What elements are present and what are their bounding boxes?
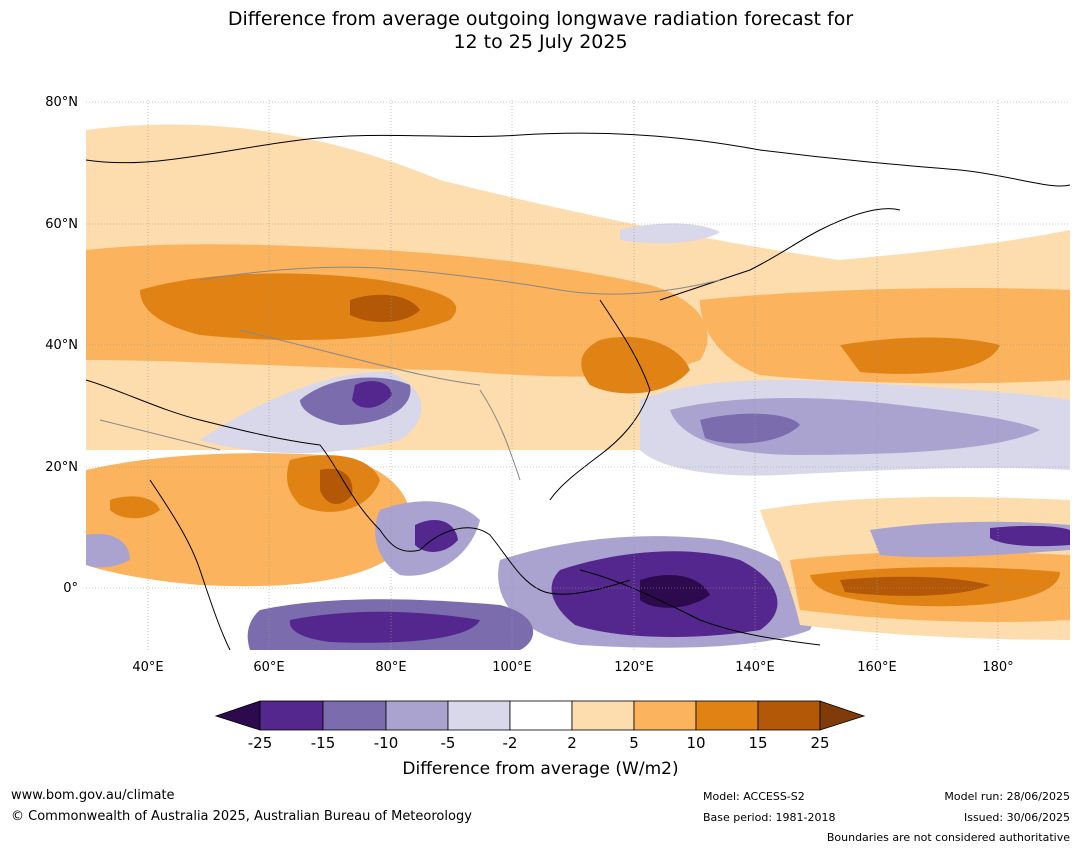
colorbar-tick: -5 xyxy=(440,734,456,752)
colorbar-bin-8 xyxy=(695,700,759,731)
lon-label-180: 180° xyxy=(982,660,1014,675)
lat-label-40n: 40°N xyxy=(45,338,78,353)
colorbar-bin-6 xyxy=(571,700,635,731)
colorbar-tick: 10 xyxy=(686,734,706,752)
lon-label-100e: 100°E xyxy=(492,660,532,675)
colorbar-tick: 2 xyxy=(567,734,577,752)
title-line-2: 12 to 25 July 2025 xyxy=(453,31,628,53)
footer-boundaries: Boundaries are not considered authoritat… xyxy=(826,831,1070,844)
footer-base-period: Base period: 1981-2018 xyxy=(703,811,836,824)
colorbar-tick: 15 xyxy=(748,734,768,752)
map-title: Difference from average outgoing longwav… xyxy=(0,8,1081,54)
country-borders xyxy=(99,266,721,481)
lon-label-60e: 60°E xyxy=(253,660,285,675)
colorbar-bin-4 xyxy=(447,700,511,731)
colorbar-tick: 25 xyxy=(810,734,830,752)
colorbar-bin-5 xyxy=(509,700,573,731)
footer-url: www.bom.gov.au/climate xyxy=(11,788,175,803)
colorbar-bin-7 xyxy=(633,700,697,731)
lat-label-0: 0° xyxy=(63,581,78,596)
footer-copyright: © Commonwealth of Australia 2025, Austra… xyxy=(11,809,472,824)
colorbar-bin-3 xyxy=(385,700,449,731)
lat-label-80n: 80°N xyxy=(45,95,78,110)
colorbar-bin-1 xyxy=(259,700,324,731)
colorbar-bin-2 xyxy=(322,700,387,731)
colorbar-tick: -15 xyxy=(310,734,336,752)
title-line-1: Difference from average outgoing longwav… xyxy=(227,8,854,30)
footer-model-run: Model run: 28/06/2025 xyxy=(944,790,1070,803)
lon-label-40e: 40°E xyxy=(132,660,164,675)
lon-label-120e: 120°E xyxy=(614,660,654,675)
colorbar-title: Difference from average (W/m2) xyxy=(402,759,679,779)
colorbar-tick: -10 xyxy=(373,734,399,752)
colorbar-below-min xyxy=(214,700,261,731)
colorbar-tick: 5 xyxy=(629,734,639,752)
anomaly-field xyxy=(86,100,1070,650)
lon-label-80e: 80°E xyxy=(375,660,407,675)
lat-label-20n: 20°N xyxy=(45,460,78,475)
colorbar-bin-9 xyxy=(757,700,821,731)
colorbar-tick: -25 xyxy=(247,734,273,752)
footer-model: Model: ACCESS-S2 xyxy=(703,790,805,803)
lat-label-60n: 60°N xyxy=(45,217,78,232)
colorbar-tick: -2 xyxy=(502,734,518,752)
graticule xyxy=(86,100,1070,650)
lon-label-160e: 160°E xyxy=(857,660,897,675)
footer-issued: Issued: 30/06/2025 xyxy=(963,811,1070,824)
colorbar xyxy=(214,700,866,731)
lon-label-140e: 140°E xyxy=(735,660,775,675)
colorbar-above-max xyxy=(819,700,866,731)
